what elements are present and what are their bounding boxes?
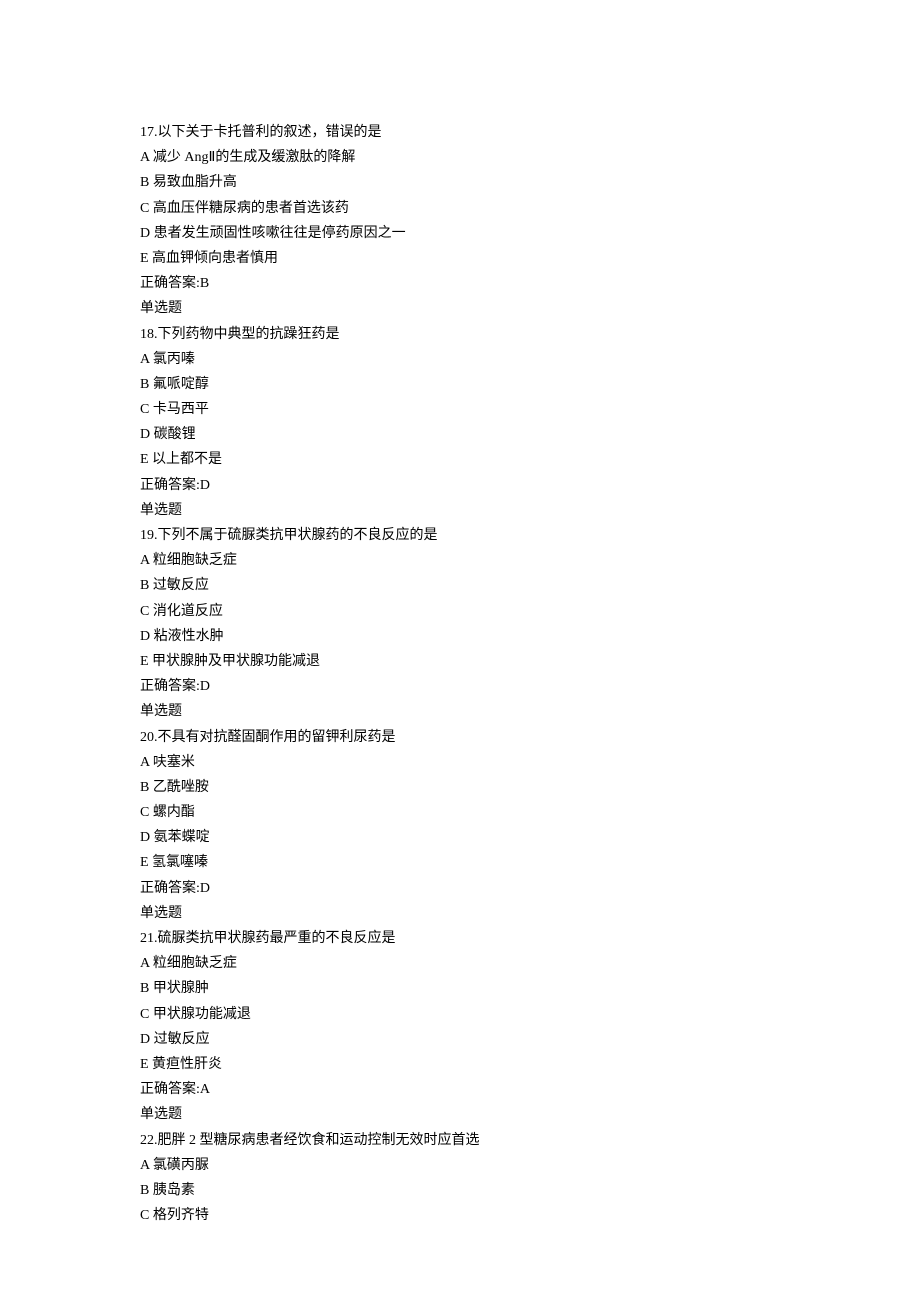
question-stem: 20.不具有对抗醛固酮作用的留钾利尿药是 — [140, 725, 780, 750]
question-option: E 黄疸性肝炎 — [140, 1052, 780, 1077]
question-answer: 正确答案:D — [140, 876, 780, 901]
question-answer: 正确答案:D — [140, 473, 780, 498]
question-option: C 消化道反应 — [140, 599, 780, 624]
question-block: 17.以下关于卡托普利的叙述，错误的是A 减少 AngⅡ的生成及缓激肽的降解B … — [140, 120, 780, 322]
question-option: C 螺内酯 — [140, 800, 780, 825]
question-block: 18.下列药物中典型的抗躁狂药是A 氯丙嗪B 氟哌啶醇C 卡马西平D 碳酸锂E … — [140, 322, 780, 524]
question-type: 单选题 — [140, 1102, 780, 1127]
question-option: B 胰岛素 — [140, 1178, 780, 1203]
question-option: A 粒细胞缺乏症 — [140, 548, 780, 573]
question-option: D 碳酸锂 — [140, 422, 780, 447]
question-option: E 高血钾倾向患者慎用 — [140, 246, 780, 271]
question-option: A 粒细胞缺乏症 — [140, 951, 780, 976]
question-option: C 格列齐特 — [140, 1203, 780, 1228]
question-option: B 易致血脂升高 — [140, 170, 780, 195]
question-option: A 氯磺丙脲 — [140, 1153, 780, 1178]
question-option: D 氨苯蝶啶 — [140, 825, 780, 850]
question-stem: 17.以下关于卡托普利的叙述，错误的是 — [140, 120, 780, 145]
question-block: 21.硫脲类抗甲状腺药最严重的不良反应是A 粒细胞缺乏症B 甲状腺肿C 甲状腺功… — [140, 926, 780, 1128]
question-option: D 患者发生顽固性咳嗽往往是停药原因之一 — [140, 221, 780, 246]
question-block: 19.下列不属于硫脲类抗甲状腺药的不良反应的是A 粒细胞缺乏症B 过敏反应C 消… — [140, 523, 780, 725]
question-option: D 粘液性水肿 — [140, 624, 780, 649]
question-option: A 减少 AngⅡ的生成及缓激肽的降解 — [140, 145, 780, 170]
question-option: B 甲状腺肿 — [140, 976, 780, 1001]
question-answer: 正确答案:D — [140, 674, 780, 699]
question-option: A 呋塞米 — [140, 750, 780, 775]
question-type: 单选题 — [140, 901, 780, 926]
question-option: E 氢氯噻嗪 — [140, 850, 780, 875]
question-option: D 过敏反应 — [140, 1027, 780, 1052]
question-stem: 22.肥胖 2 型糖尿病患者经饮食和运动控制无效时应首选 — [140, 1128, 780, 1153]
question-type: 单选题 — [140, 498, 780, 523]
question-answer: 正确答案:A — [140, 1077, 780, 1102]
question-option: E 以上都不是 — [140, 447, 780, 472]
question-stem: 19.下列不属于硫脲类抗甲状腺药的不良反应的是 — [140, 523, 780, 548]
question-option: B 乙酰唑胺 — [140, 775, 780, 800]
question-answer: 正确答案:B — [140, 271, 780, 296]
question-option: B 氟哌啶醇 — [140, 372, 780, 397]
question-option: C 高血压伴糖尿病的患者首选该药 — [140, 196, 780, 221]
question-type: 单选题 — [140, 699, 780, 724]
question-option: A 氯丙嗪 — [140, 347, 780, 372]
question-block: 20.不具有对抗醛固酮作用的留钾利尿药是A 呋塞米B 乙酰唑胺C 螺内酯D 氨苯… — [140, 725, 780, 927]
question-option: C 卡马西平 — [140, 397, 780, 422]
question-stem: 21.硫脲类抗甲状腺药最严重的不良反应是 — [140, 926, 780, 951]
question-block: 22.肥胖 2 型糖尿病患者经饮食和运动控制无效时应首选A 氯磺丙脲B 胰岛素C… — [140, 1128, 780, 1229]
question-option: B 过敏反应 — [140, 573, 780, 598]
question-stem: 18.下列药物中典型的抗躁狂药是 — [140, 322, 780, 347]
question-option: C 甲状腺功能减退 — [140, 1002, 780, 1027]
question-option: E 甲状腺肿及甲状腺功能减退 — [140, 649, 780, 674]
question-type: 单选题 — [140, 296, 780, 321]
